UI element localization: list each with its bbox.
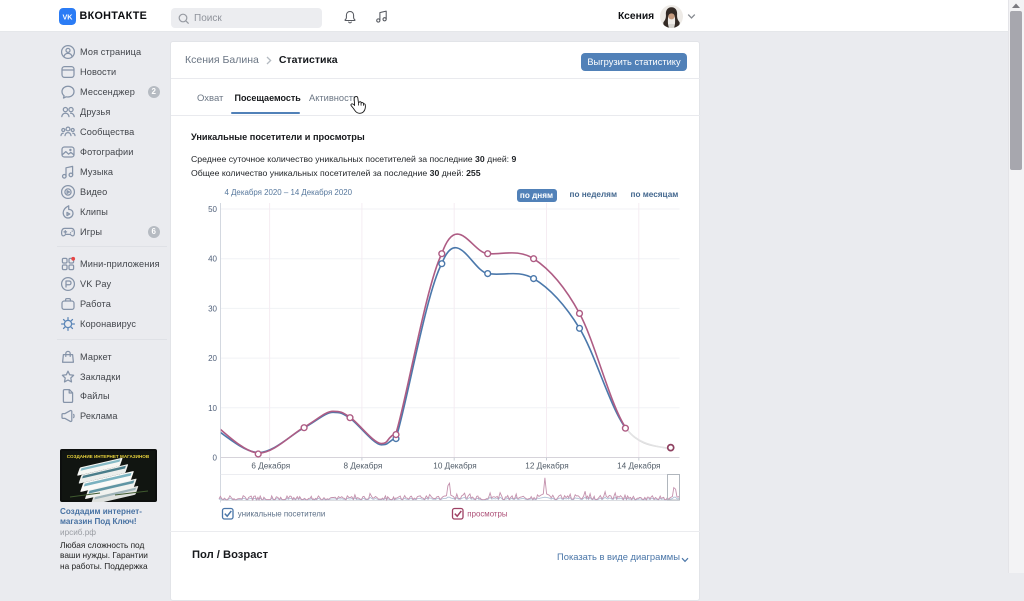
svg-text:20: 20	[208, 354, 217, 363]
svg-text:12 Декабря: 12 Декабря	[525, 462, 568, 471]
svg-text:0: 0	[213, 454, 218, 463]
svg-text:30: 30	[208, 304, 217, 313]
svg-text:СОЗДАНИЕ ИНТЕРНЕТ МАГАЗИНОВ: СОЗДАНИЕ ИНТЕРНЕТ МАГАЗИНОВ	[67, 454, 150, 459]
svg-text:уникальные посетители: уникальные посетители	[238, 510, 325, 519]
svg-text:50: 50	[208, 205, 217, 214]
svg-text:6 Декабря: 6 Декабря	[251, 462, 290, 471]
svg-text:10: 10	[208, 404, 217, 413]
svg-text:40: 40	[208, 255, 217, 264]
svg-text:10 Декабря: 10 Декабря	[433, 462, 476, 471]
svg-text:14 Декабря: 14 Декабря	[617, 462, 660, 471]
svg-text:VK: VK	[63, 13, 74, 22]
svg-text:просмотры: просмотры	[467, 510, 508, 519]
svg-text:8 Декабря: 8 Декабря	[343, 462, 382, 471]
